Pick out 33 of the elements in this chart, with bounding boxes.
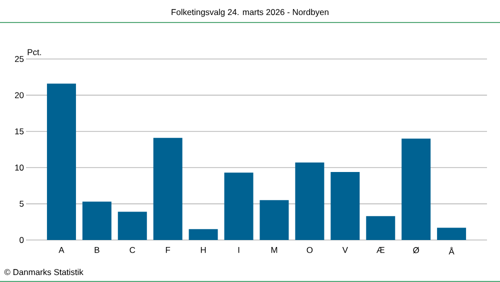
bar <box>260 200 289 240</box>
y-tick-label: 25 <box>14 56 24 62</box>
x-tick-label: A <box>58 247 64 253</box>
x-tick-label: F <box>166 247 170 253</box>
y-tick-label: 5 <box>20 200 24 207</box>
x-tick-label: O <box>306 247 313 254</box>
y-tick-label: 15 <box>15 128 24 134</box>
x-tick-label: I <box>238 247 240 253</box>
x-tick-label: V <box>342 247 348 253</box>
y-axis-title: Pct. <box>28 49 41 56</box>
x-tick-label: M <box>271 247 278 253</box>
x-tick-label: Ø <box>413 247 420 254</box>
bar <box>295 162 324 240</box>
y-tick-label: 10 <box>15 164 24 171</box>
x-tick-label: Æ <box>376 247 384 253</box>
y-tick-label: 20 <box>14 92 24 98</box>
bar <box>46 84 76 240</box>
y-tick-label: 0 <box>20 237 24 243</box>
bar <box>224 172 254 240</box>
chart-title: Folketingsvalg 24. marts 2026 - Nordbyen <box>172 8 328 17</box>
bar <box>188 229 218 240</box>
bar <box>330 172 360 240</box>
bar <box>82 202 112 240</box>
text: © Danmarks Statistik <box>4 268 84 276</box>
x-tick-label: H <box>200 247 206 253</box>
bar <box>366 216 396 240</box>
x-tick-label: Å <box>448 247 454 254</box>
bar <box>153 138 182 240</box>
bar <box>118 212 147 240</box>
bar <box>437 228 466 240</box>
x-tick-label: B <box>94 247 100 253</box>
x-tick-label: C <box>130 247 136 254</box>
bar <box>402 138 431 240</box>
